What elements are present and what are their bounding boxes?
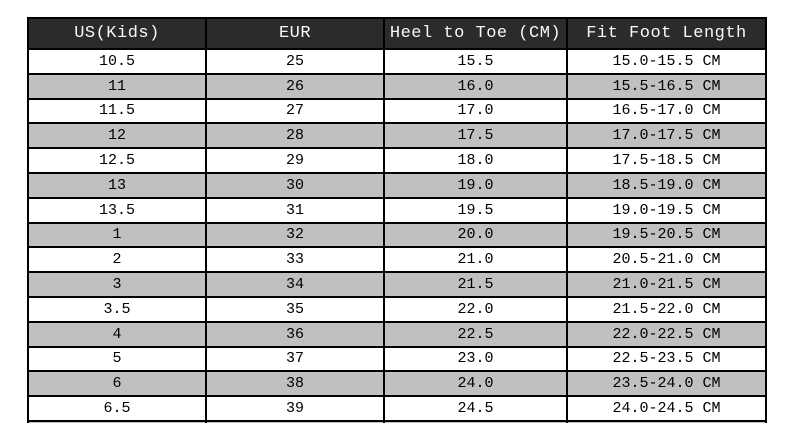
- table-cell: 11: [29, 74, 205, 100]
- header-cell: EUR: [205, 19, 383, 50]
- table-cell: 6.5: [29, 397, 205, 422]
- table-cell: 24.5: [383, 397, 566, 422]
- table-cell: 21.5-22.0 CM: [566, 297, 765, 323]
- table-cell: 38: [205, 372, 383, 398]
- table-row: 6 38 24.0 23.5-24.0 CM: [29, 372, 765, 398]
- table-cell: 6: [29, 372, 205, 398]
- table-cell: 12: [29, 124, 205, 150]
- header-cell: US(Kids): [29, 19, 205, 50]
- table-cell: 16.5-17.0 CM: [566, 99, 765, 125]
- table-cell: 24.5-25.5 CM: [566, 421, 765, 423]
- table-cell: 22.5-23.5 CM: [566, 347, 765, 373]
- table-cell: 3: [29, 273, 205, 298]
- table-cell: 21.0-21.5 CM: [566, 273, 765, 298]
- table-row: 13 30 19.0 18.5-19.0 CM: [29, 173, 765, 199]
- table-cell: 12.5: [29, 149, 205, 174]
- table-cell: 16.0: [383, 74, 566, 100]
- table-row: 2 33 21.0 20.5-21.0 CM: [29, 248, 765, 274]
- table-cell: 3.5: [29, 297, 205, 323]
- table-row: 11.5 27 17.0 16.5-17.0 CM: [29, 99, 765, 125]
- table-cell: 5: [29, 347, 205, 373]
- table-row: 11 26 16.0 15.5-16.5 CM: [29, 74, 765, 100]
- table-row: 6.5 39 24.5 24.0-24.5 CM: [29, 397, 765, 422]
- table-cell: 19.5-20.5 CM: [566, 223, 765, 249]
- table-cell: 17.0-17.5 CM: [566, 124, 765, 150]
- table-row: 1 32 20.0 19.5-20.5 CM: [29, 223, 765, 249]
- table-cell: 17.5: [383, 124, 566, 150]
- table-cell: 15.5-16.5 CM: [566, 74, 765, 100]
- table-cell: 2: [29, 248, 205, 274]
- table-row: 12 28 17.5 17.0-17.5 CM: [29, 124, 765, 150]
- table-cell: 23.0: [383, 347, 566, 373]
- table-cell: 17.0: [383, 99, 566, 125]
- table-cell: 20.0: [383, 223, 566, 249]
- table-row: 12.5 29 18.0 17.5-18.5 CM: [29, 149, 765, 174]
- table-cell: 36: [205, 322, 383, 348]
- table-cell: 35: [205, 297, 383, 323]
- table-cell: 22.5: [383, 322, 566, 348]
- table-cell: 22.0: [383, 297, 566, 323]
- table-cell: 22.0-22.5 CM: [566, 322, 765, 348]
- size-chart-table: US(Kids) EUR Heel to Toe (CM) Fit Foot Leng…: [27, 17, 767, 423]
- table-cell: 39: [205, 397, 383, 422]
- table-cell: 24.0-24.5 CM: [566, 397, 765, 422]
- table-cell: 32: [205, 223, 383, 249]
- table-cell: 25.0: [383, 421, 566, 423]
- table-cell: 34: [205, 273, 383, 298]
- table-cell: 37: [205, 347, 383, 373]
- table-cell: 19.0-19.5 CM: [566, 198, 765, 224]
- table-cell: 4: [29, 322, 205, 348]
- table-cell: 19.5: [383, 198, 566, 224]
- table-cell: 10.5: [29, 50, 205, 75]
- table-cell: 21.5: [383, 273, 566, 298]
- header-cell: Heel to Toe (CM): [383, 19, 566, 50]
- table-row: 3 34 21.5 21.0-21.5 CM: [29, 273, 765, 298]
- table-cell: 15.5: [383, 50, 566, 75]
- table-row: 13.5 31 19.5 19.0-19.5 CM: [29, 198, 765, 224]
- table-cell: 23.5-24.0 CM: [566, 372, 765, 398]
- table-cell: 13.5: [29, 198, 205, 224]
- table-cell: 27: [205, 99, 383, 125]
- table-cell: 25: [205, 50, 383, 75]
- table-row: 5 37 23.0 22.5-23.5 CM: [29, 347, 765, 373]
- table-row: 4 36 22.5 22.0-22.5 CM: [29, 322, 765, 348]
- table-cell: 19.0: [383, 173, 566, 199]
- table-cell: 24.0: [383, 372, 566, 398]
- table-cell: 13: [29, 173, 205, 199]
- table-cell: 17.5-18.5 CM: [566, 149, 765, 174]
- table-cell: 21.0: [383, 248, 566, 274]
- table-cell: 18.0: [383, 149, 566, 174]
- table-row: 3.5 35 22.0 21.5-22.0 CM: [29, 297, 765, 323]
- table-cell: 18.5-19.0 CM: [566, 173, 765, 199]
- table-cell: 7: [29, 421, 205, 423]
- table-cell: 40: [205, 421, 383, 423]
- table-cell: 1: [29, 223, 205, 249]
- header-row: US(Kids) EUR Heel to Toe (CM) Fit Foot Leng…: [29, 19, 765, 50]
- table-cell: 30: [205, 173, 383, 199]
- table-row: 10.5 25 15.5 15.0-15.5 CM: [29, 50, 765, 75]
- table-cell: 28: [205, 124, 383, 150]
- table-cell: 31: [205, 198, 383, 224]
- table-cell: 29: [205, 149, 383, 174]
- table-cell: 33: [205, 248, 383, 274]
- table-cell: 11.5: [29, 99, 205, 125]
- table-cell: 15.0-15.5 CM: [566, 50, 765, 75]
- header-cell: Fit Foot Length: [566, 19, 765, 50]
- table-row: 74025.024.5-25.5 CM: [29, 421, 765, 423]
- table-cell: 20.5-21.0 CM: [566, 248, 765, 274]
- table-cell: 26: [205, 74, 383, 100]
